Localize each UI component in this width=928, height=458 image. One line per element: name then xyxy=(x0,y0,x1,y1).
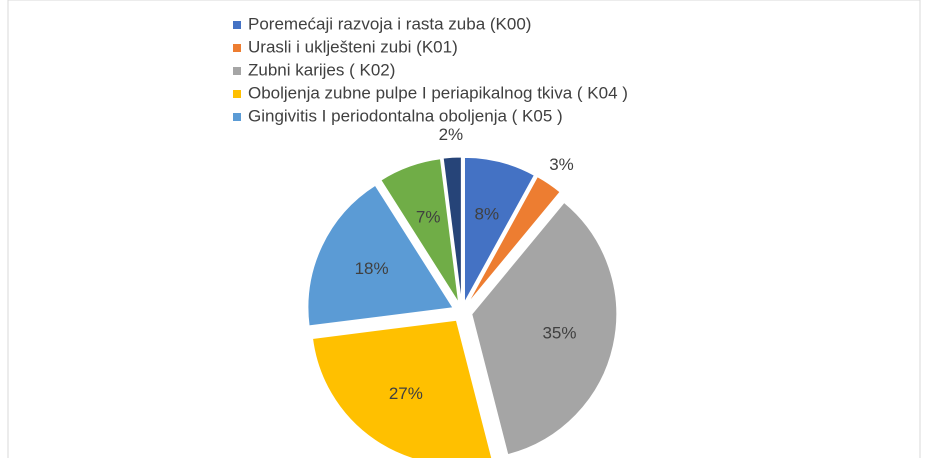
legend-swatch xyxy=(233,67,241,75)
data-label: 27% xyxy=(389,384,423,403)
data-label: 8% xyxy=(475,205,500,224)
pie-slice xyxy=(463,156,536,303)
pie-slice xyxy=(442,156,462,303)
pie-slice xyxy=(311,319,493,458)
pie-slice xyxy=(467,175,561,305)
chart-border xyxy=(7,0,921,458)
legend-swatch xyxy=(233,90,241,98)
pie-slice xyxy=(471,201,618,456)
data-label: 3% xyxy=(549,155,574,174)
data-label: 35% xyxy=(542,323,576,342)
legend-label: Gingivitis I periodontalna oboljenja ( K… xyxy=(248,106,563,125)
legend-swatch xyxy=(233,21,241,29)
legend-swatch xyxy=(233,113,241,121)
pie-slice xyxy=(307,184,454,327)
data-label: 18% xyxy=(355,259,389,278)
data-label: 7% xyxy=(416,207,441,226)
legend-label: Urasli i uklješteni zubi (K01) xyxy=(248,37,458,56)
legend-label: Poremećaji razvoja i rasta zuba (K00) xyxy=(248,14,531,33)
pie-slice xyxy=(380,158,460,303)
data-label: 2% xyxy=(439,125,464,144)
legend-label: Zubni karijes ( K02) xyxy=(248,60,395,79)
legend-swatch xyxy=(233,44,241,52)
legend-label: Oboljenja zubne pulpe I periapikalnog tk… xyxy=(248,83,628,102)
